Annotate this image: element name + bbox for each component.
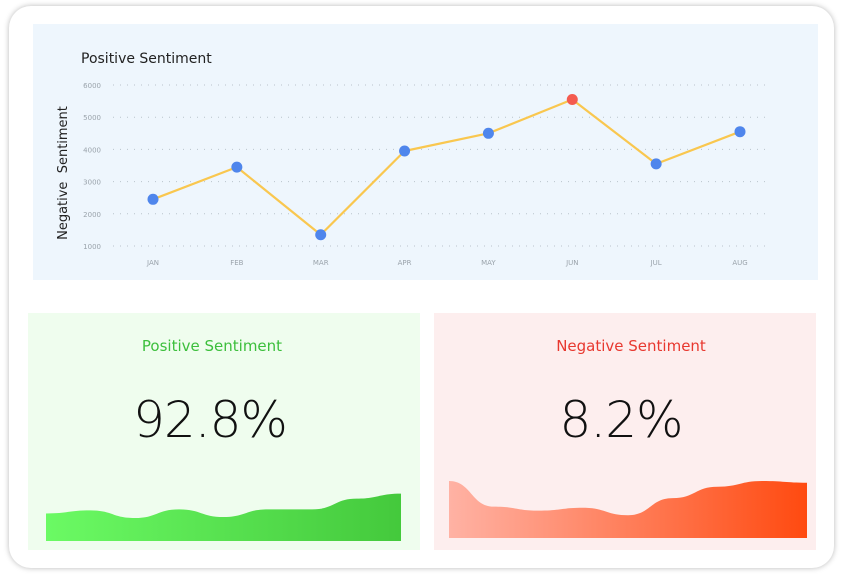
data-point-jul[interactable] <box>650 158 662 170</box>
chart-title: Positive Sentiment <box>81 51 212 67</box>
negative-sentiment-card: Negative Sentiment 8.2% <box>434 313 816 550</box>
y-axis-label: Negative Sentiment <box>56 106 71 240</box>
data-point-aug[interactable] <box>734 126 746 138</box>
sentiment-area <box>46 493 401 541</box>
positive-sentiment-card: Positive Sentiment 92.8% <box>28 313 420 550</box>
negative-sentiment-area-chart <box>449 481 807 538</box>
data-point-jan[interactable] <box>147 193 159 205</box>
x-tick-labels: JAN FEB MAR APR MAY JUN JUL AUG <box>146 259 748 267</box>
sentiment-area <box>449 481 807 538</box>
positive-sentiment-area-chart <box>46 493 401 541</box>
data-point-may[interactable] <box>482 127 494 139</box>
data-markers <box>147 93 746 241</box>
y-tick-label: 5000 <box>83 114 101 122</box>
y-tick-label: 6000 <box>83 82 101 90</box>
y-tick-label: 1000 <box>83 243 101 251</box>
negative-sentiment-value: 8.2% <box>559 391 683 449</box>
x-tick-label: JAN <box>146 259 159 267</box>
x-tick-label: AUG <box>732 259 747 267</box>
positive-sentiment-value: 92.8% <box>133 391 288 449</box>
line-chart: Positive Sentiment Negative Sentiment 10… <box>56 51 771 267</box>
data-point-feb[interactable] <box>231 161 243 173</box>
grid-lines <box>113 84 771 247</box>
data-point-jun[interactable] <box>566 93 578 105</box>
y-tick-label: 2000 <box>83 211 101 219</box>
line-chart-panel: Positive Sentiment Negative Sentiment 10… <box>33 24 818 280</box>
series-line <box>152 98 741 236</box>
data-point-mar[interactable] <box>315 229 327 241</box>
x-tick-label: JUL <box>650 259 662 267</box>
x-tick-label: MAR <box>313 259 329 267</box>
x-tick-label: MAY <box>481 259 496 267</box>
y-tick-label: 3000 <box>83 179 101 187</box>
positive-sentiment-label: Positive Sentiment <box>141 337 283 355</box>
x-tick-label: APR <box>398 259 412 267</box>
series-line <box>152 98 741 236</box>
negative-sentiment-label: Negative Sentiment <box>556 337 706 355</box>
x-tick-label: FEB <box>230 259 243 267</box>
y-tick-label: 4000 <box>83 146 101 154</box>
y-tick-labels: 1000 2000 3000 4000 5000 6000 <box>83 82 101 251</box>
data-point-apr[interactable] <box>399 145 411 157</box>
x-tick-label: JUN <box>565 259 578 267</box>
